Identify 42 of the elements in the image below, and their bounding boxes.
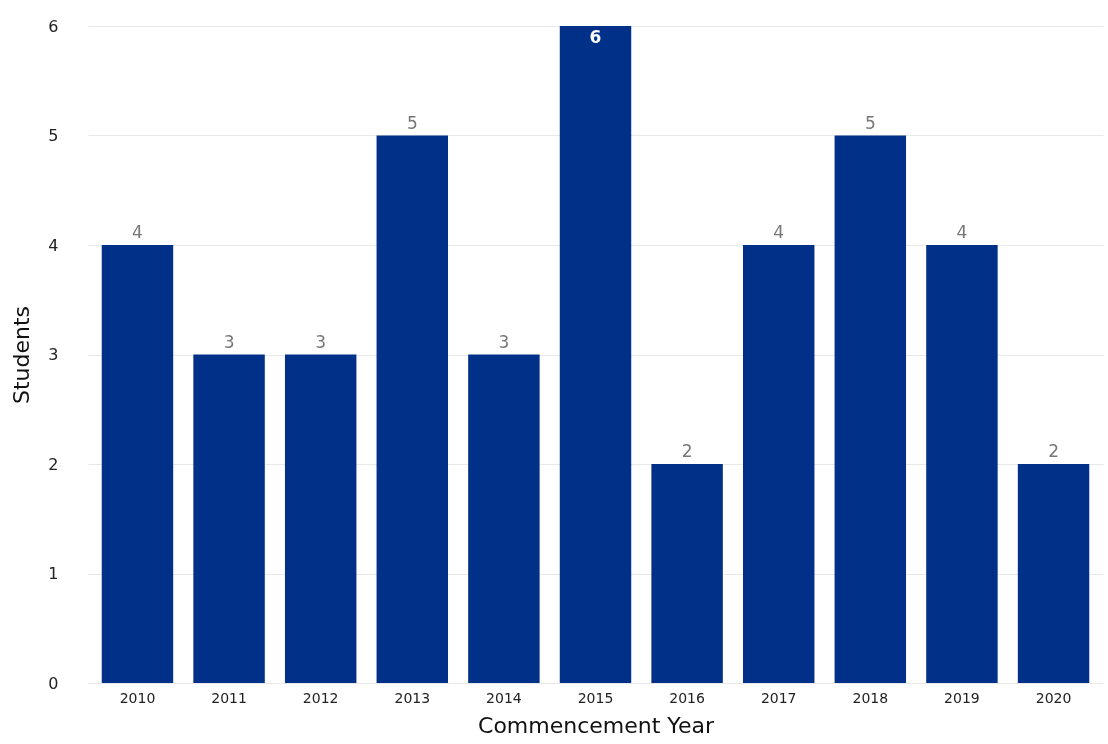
bar [468,354,540,683]
bar [926,245,998,683]
x-tick-label: 2010 [119,689,156,706]
x-tick-label: 2018 [852,689,889,706]
bar [284,354,357,683]
data-label: 6 [589,27,602,47]
data-label: 5 [406,112,418,133]
y-tick-label: 3 [48,345,59,364]
x-tick-label: 2020 [1035,689,1072,706]
y-tick-label: 5 [48,126,59,145]
data-label: 2 [681,441,693,461]
data-label: 3 [498,331,510,352]
data-label: 2 [1048,441,1059,461]
y-tick-label: 4 [48,235,59,255]
data-label: 3 [315,331,327,352]
data-label: 3 [223,331,235,352]
x-axis-title: Commencement Year [478,712,715,738]
y-tick-label: 0 [48,673,59,693]
bar [742,245,815,683]
x-tick-label: 2011 [211,689,247,706]
y-tick-label: 1 [48,564,59,583]
x-tick-label: 2016 [669,689,706,706]
x-tick-label: 2015 [577,689,614,706]
data-label: 4 [956,222,968,242]
x-tick-label: 2019 [944,689,980,706]
x-tick-label: 2013 [394,689,431,706]
data-label: 4 [132,222,143,242]
bar [193,354,265,683]
bar [101,245,174,683]
bar [1017,464,1090,683]
bar [651,464,723,683]
x-tick-label: 2014 [486,689,522,706]
x-tick-label: 2012 [302,689,339,706]
bar [376,135,449,683]
x-tick-label: 2017 [760,689,797,706]
data-label: 5 [864,112,876,133]
bar [834,135,907,683]
y-tick-label: 6 [48,16,59,36]
bar [559,26,632,683]
y-axis-title: Students [9,305,35,405]
y-tick-label: 2 [48,454,59,474]
data-label: 4 [773,222,785,242]
